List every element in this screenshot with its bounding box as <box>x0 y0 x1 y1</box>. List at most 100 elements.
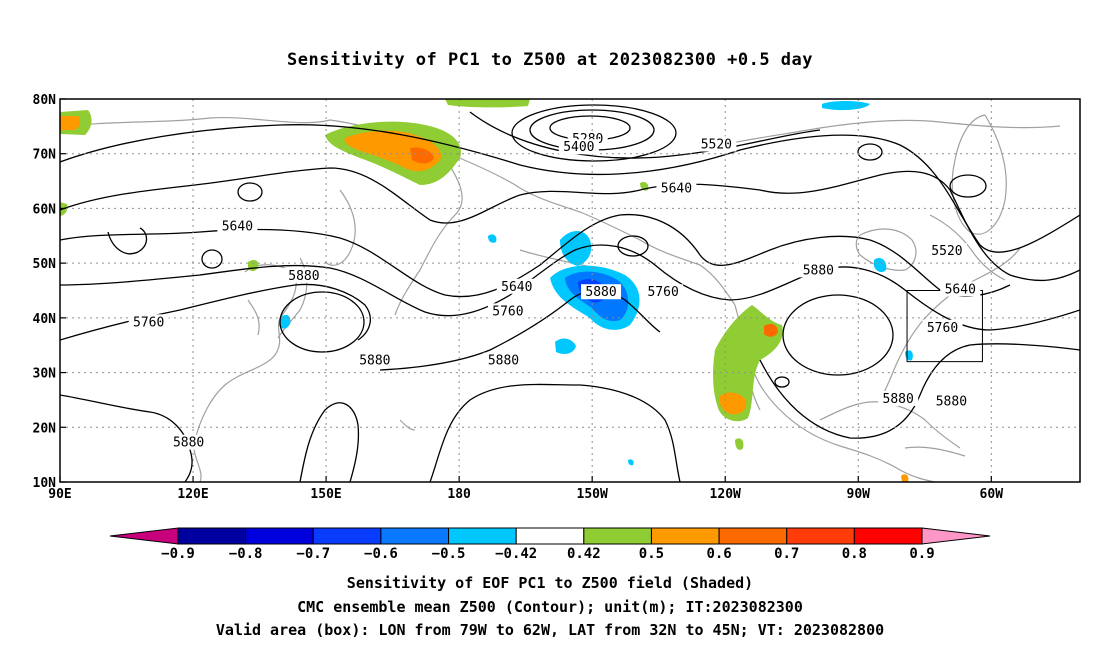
contour-label-bg <box>922 319 963 335</box>
lon-tick-label: 90E <box>48 487 71 502</box>
contour-label-bg <box>878 390 919 406</box>
contour-5880-pacific-south <box>429 383 681 482</box>
colorbar-label: 0.8 <box>842 546 867 562</box>
contour-label: 5640 <box>661 181 692 196</box>
contour-label: 5880 <box>803 263 834 278</box>
coastline-us-east <box>892 247 1021 373</box>
caption-contour: CMC ensemble mean Z500 (Contour); unit(m… <box>297 598 803 616</box>
coastline-islands-pacific <box>399 419 416 431</box>
contour-label-bg <box>798 262 839 278</box>
colorbar-label: 0.6 <box>706 546 731 562</box>
colorbar-box <box>718 527 788 545</box>
lon-tick-label: 180 <box>447 487 471 502</box>
colorbar: −0.9 −0.8 −0.7 −0.6 −0.5 −0.42 0.42 0.5 0.6 0.7 0.… <box>109 527 991 562</box>
contour-label-bg <box>656 180 697 196</box>
contour-5400 <box>469 111 821 159</box>
colorbar-box <box>448 527 517 545</box>
coastline-kamchatka <box>324 189 356 266</box>
lat-tick-label: 20N <box>33 421 57 436</box>
shade-green-asia-small <box>248 260 259 271</box>
contour-label: 5640 <box>222 220 253 235</box>
colorbar-label: 0.7 <box>774 546 799 562</box>
contour-label: 5880 <box>585 285 616 300</box>
contour-label-bg <box>168 434 209 450</box>
shade-blue-pacific-4 <box>488 234 497 243</box>
coastline-hudson-bay <box>855 228 917 271</box>
colorbar-box <box>515 527 585 545</box>
contour-small-low-2 <box>201 249 223 269</box>
colorbar-box <box>177 527 247 545</box>
contour-label-bg <box>696 136 737 152</box>
contour-trough-west <box>107 227 148 255</box>
colorbar-label: 0.5 <box>639 546 664 562</box>
contour-5880-namerica-high <box>782 294 894 376</box>
contour-small-low-3 <box>617 235 649 257</box>
shade-green-arctic <box>445 99 530 108</box>
contour-label: 5880 <box>288 269 319 284</box>
colorbar-box <box>380 527 450 545</box>
map-frame <box>59 98 1081 483</box>
page-title: Sensitivity of PC1 to Z500 at 2023082300… <box>286 50 813 70</box>
colorbar-label: −0.8 <box>229 546 263 562</box>
lat-tick-label: 10N <box>33 476 57 491</box>
contour-small-low-4 <box>949 174 987 198</box>
contour-5640-north <box>60 167 1080 282</box>
shade-darkorange-siberia <box>410 147 434 164</box>
lon-tick-label: 150W <box>577 487 608 502</box>
shade-orange-caribbean <box>901 474 909 482</box>
contour-label: 5880 <box>173 436 204 451</box>
coastline-east-asia <box>193 264 297 482</box>
colorbar-label: −0.42 <box>495 546 537 562</box>
shade-blue-arctic <box>822 101 870 111</box>
contour-label: 5520 <box>701 138 732 153</box>
contour-label: 5760 <box>133 315 164 330</box>
lon-tick-label: 90W <box>847 487 871 502</box>
shade-blue-japan <box>279 314 291 329</box>
contour-label-bg <box>217 218 258 234</box>
lat-tick-label: 50N <box>33 257 57 272</box>
lat-tick-label: 60N <box>33 202 57 217</box>
contour-label: 5880 <box>883 392 914 407</box>
colorbar-label: −0.7 <box>296 546 330 562</box>
colorbar-label: 0.42 <box>567 546 601 562</box>
colorbar-box <box>853 527 923 545</box>
shade-blue-canada <box>874 258 887 273</box>
shade-blue-pacific-5 <box>628 459 634 466</box>
shade-darkorange-north-america <box>764 324 778 337</box>
contour-label-bg <box>128 314 169 330</box>
contour-5640-south <box>60 213 1011 298</box>
colorbar-label: −0.5 <box>432 546 466 562</box>
shade-blue-pacific-1 <box>560 231 592 266</box>
coastline-canada-east <box>929 214 1006 281</box>
contour-small-low-5 <box>857 143 883 161</box>
contour-label: 5640 <box>501 280 532 295</box>
contour-label-bg <box>283 267 324 283</box>
contour-small-high-1 <box>774 376 790 388</box>
contour-label-bg <box>926 243 967 259</box>
shade-orange-west <box>60 116 81 130</box>
contour-5880-asia-south <box>60 394 193 482</box>
contour-label-bg <box>643 284 684 300</box>
colorbar-label: −0.9 <box>161 546 195 562</box>
contour-5880-pacific-high <box>279 291 365 353</box>
colorbar-box <box>312 527 382 545</box>
coastline-siberia-east <box>394 149 463 316</box>
coastline-korea <box>247 299 260 336</box>
contour-label: 5880 <box>936 395 967 410</box>
contour-label: 5880 <box>359 354 390 369</box>
colorbar-box <box>583 527 652 545</box>
coastline-greenland <box>951 114 1007 235</box>
contour-5760 <box>60 244 1080 331</box>
colorbar-label: −0.6 <box>364 546 398 562</box>
colorbar-box <box>245 527 314 545</box>
lon-tick-label: 60W <box>980 487 1004 502</box>
shade-blue-east-coast <box>905 350 913 361</box>
contour-label: 5760 <box>927 321 958 336</box>
contour-label-bg <box>483 352 524 368</box>
sensitivity-map: 5280540055205640564055205880588056405640… <box>33 93 1081 502</box>
contour-label: 5760 <box>492 304 523 319</box>
contour-label: 5400 <box>563 140 594 155</box>
lat-tick-label: 80N <box>33 93 57 108</box>
contour-5880-west <box>60 283 371 341</box>
lon-tick-label: 120E <box>177 487 208 502</box>
